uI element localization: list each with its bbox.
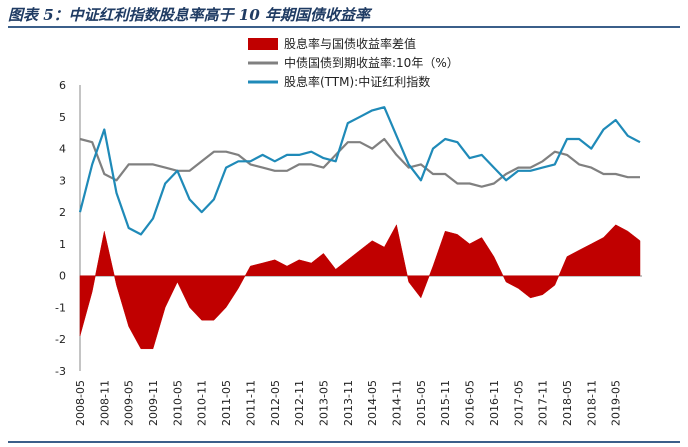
bottom-rule <box>8 441 680 443</box>
series-spread-area <box>79 224 641 350</box>
y-tick-label: 6 <box>59 79 66 92</box>
legend-label: 股息率(TTM):中证红利指数 <box>284 74 430 89</box>
x-tick-label: 2013-11 <box>342 380 355 426</box>
legend-item-dividend-yield: 股息率(TTM):中证红利指数 <box>248 74 430 89</box>
x-tick-label: 2019-05 <box>610 380 623 426</box>
legend-item-spread: 股息率与国债收益率差值 <box>248 36 416 51</box>
y-tick-labels: -3 -2 -1 0 1 2 3 4 5 6 <box>55 79 66 378</box>
x-tick-label: 2018-05 <box>561 380 574 426</box>
figure-title: 图表 5：中证红利指数股息率高于 10 年期国债收益率 <box>8 6 370 24</box>
y-tick-label: 0 <box>59 270 66 283</box>
series-bond-yield-line <box>79 137 640 188</box>
x-tick-label: 2009-05 <box>123 380 136 426</box>
x-tick-label: 2012-05 <box>269 380 282 426</box>
x-tick-label: 2015-05 <box>415 380 428 426</box>
title-underline <box>8 26 680 28</box>
x-tick-label: 2016-05 <box>464 380 477 426</box>
y-tick-label: 3 <box>59 174 66 187</box>
figure-title-bar: 图表 5：中证红利指数股息率高于 10 年期国债收益率 <box>8 4 680 28</box>
y-tick-label: -3 <box>55 365 66 378</box>
x-tick-label: 2010-05 <box>171 380 184 426</box>
x-tick-label: 2018-11 <box>585 380 598 426</box>
legend-label: 股息率与国债收益率差值 <box>284 36 416 51</box>
y-tick-label: 4 <box>59 143 66 156</box>
legend-item-bond-yield: 中债国债到期收益率:10年（%） <box>248 55 459 70</box>
x-tick-label: 2015-11 <box>439 380 452 426</box>
plot-area <box>78 106 641 350</box>
y-tick-label: 5 <box>59 111 66 124</box>
legend-label: 中债国债到期收益率:10年（%） <box>284 55 459 70</box>
x-tick-label: 2010-11 <box>196 380 209 426</box>
y-tick-label: 1 <box>59 238 66 251</box>
x-tick-label: 2011-11 <box>244 380 257 426</box>
x-tick-label: 2008-05 <box>74 380 87 426</box>
x-tick-label: 2017-11 <box>537 380 550 426</box>
x-tick-label: 2011-05 <box>220 380 233 426</box>
legend-swatch <box>248 38 278 50</box>
y-tick-label: -1 <box>55 301 66 314</box>
x-tick-label: 2009-11 <box>147 380 160 426</box>
x-tick-label: 2014-11 <box>391 380 404 426</box>
x-tick-label: 2014-05 <box>366 380 379 426</box>
series-dividend-yield-line <box>78 106 641 236</box>
x-tick-label: 2017-05 <box>512 380 525 426</box>
x-tick-label: 2008-11 <box>98 380 111 426</box>
y-tick-label: -2 <box>55 333 66 346</box>
x-tick-label: 2012-11 <box>293 380 306 426</box>
x-tick-label: 2013-05 <box>317 380 330 426</box>
y-tick-label: 2 <box>59 206 66 219</box>
x-tick-labels: 2008-05 2008-11 2009-05 2009-11 2010-05 2010-… <box>74 380 623 426</box>
x-tick-label: 2016-11 <box>488 380 501 426</box>
